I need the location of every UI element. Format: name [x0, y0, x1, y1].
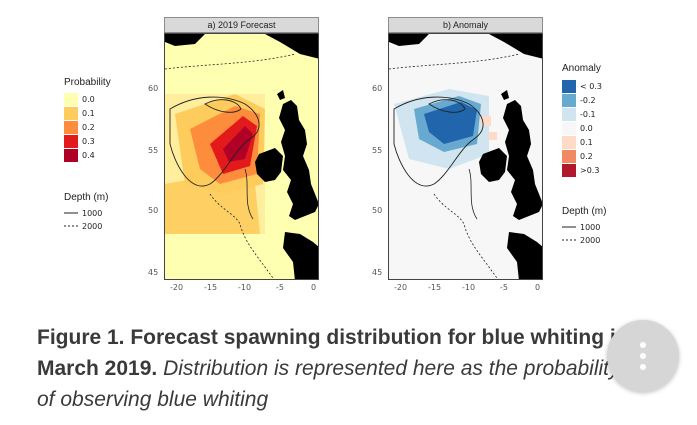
x-tick-label: -10 — [462, 283, 476, 292]
anomaly-legend-title: Anomaly — [562, 63, 601, 74]
y-tick-label: 55 — [148, 146, 159, 155]
anomaly-key-swatch — [562, 150, 576, 163]
y-tick-label: 60 — [148, 84, 159, 93]
x-tick-label: -15 — [204, 283, 218, 292]
x-tick-label: -20 — [170, 283, 184, 292]
probability-key-swatch — [64, 121, 78, 134]
anomaly-panel-title: b) Anomaly — [388, 17, 543, 33]
x-tick-label: -20 — [394, 283, 408, 292]
depth-line-keys — [64, 212, 78, 227]
anomaly-key-swatch — [562, 136, 576, 149]
x-tick-label: -15 — [428, 283, 442, 292]
probability-key-swatch — [64, 135, 78, 148]
depth-line-keys-right — [562, 226, 576, 241]
probability-key-label: 0.2 — [82, 123, 95, 132]
y-tick-label: 55 — [372, 146, 383, 155]
probability-key-label: 0.1 — [82, 109, 95, 118]
depth-label-1000: 1000 — [82, 209, 103, 218]
forecast-panel-title: a) 2019 Forecast — [164, 17, 319, 33]
caption-bold: Figure 1. Forecast spawning distribution… — [37, 326, 629, 380]
forecast-map — [164, 33, 319, 280]
caption-italic: Distribution is represented here as the … — [37, 357, 620, 411]
anomaly-key-swatch — [562, 164, 576, 177]
y-tick-label: 45 — [372, 268, 383, 277]
anomaly-map-graphic — [389, 34, 542, 279]
anomaly-key-label: < 0.3 — [580, 82, 602, 91]
forecast-map-graphic — [165, 34, 318, 279]
probability-key-label: 0.3 — [82, 137, 95, 146]
probability-key-swatch — [64, 93, 78, 106]
anomaly-key-swatch — [562, 94, 576, 107]
depth-legend-title-right: Depth (m) — [562, 206, 607, 217]
y-tick-label: 50 — [148, 206, 159, 215]
depth-label-1000-right: 1000 — [580, 223, 601, 232]
probability-key-swatch — [64, 149, 78, 162]
y-tick-label: 60 — [372, 84, 383, 93]
figure-caption: Figure 1. Forecast spawning distribution… — [37, 322, 637, 415]
anomaly-key-label: -0.2 — [580, 96, 596, 105]
anomaly-key-label: 0.0 — [580, 124, 593, 133]
more-options-button[interactable] — [607, 320, 679, 392]
depth-label-2000-right: 2000 — [580, 236, 601, 245]
anomaly-key-label: >0.3 — [580, 166, 600, 175]
anomaly-key-label: 0.2 — [580, 152, 593, 161]
anomaly-key-label: 0.1 — [580, 138, 593, 147]
x-tick-label: 0 — [535, 283, 541, 292]
anomaly-map — [388, 33, 543, 280]
anomaly-key-swatch — [562, 80, 576, 93]
anomaly-key-label: -0.1 — [580, 110, 596, 119]
anomaly-key-swatch — [562, 108, 576, 121]
x-tick-label: -10 — [238, 283, 252, 292]
probability-legend-title: Probability — [64, 77, 111, 88]
y-tick-label: 50 — [372, 206, 383, 215]
anomaly-key-swatch — [562, 122, 576, 135]
x-tick-label: -5 — [500, 283, 508, 292]
probability-key-label: 0.4 — [82, 151, 95, 160]
x-tick-label: 0 — [311, 283, 317, 292]
depth-label-2000: 2000 — [82, 222, 103, 231]
probability-key-swatch — [64, 107, 78, 120]
probability-key-label: 0.0 — [82, 95, 95, 104]
x-tick-label: -5 — [276, 283, 284, 292]
depth-legend-title: Depth (m) — [64, 192, 109, 203]
y-tick-label: 45 — [148, 268, 159, 277]
